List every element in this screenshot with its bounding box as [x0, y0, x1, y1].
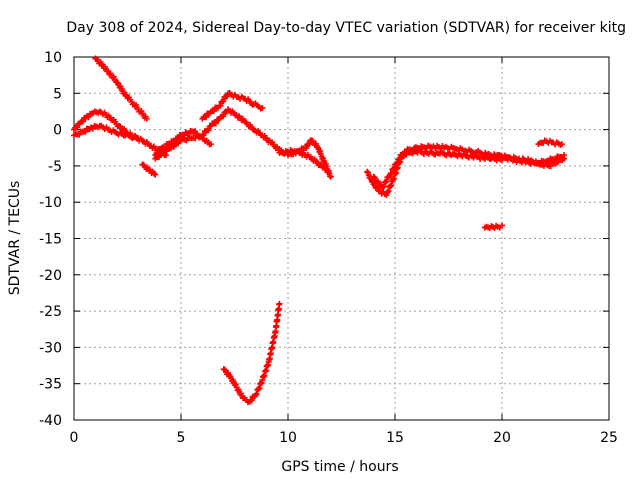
- series-track16: [481, 222, 505, 232]
- y-tick-label: 10: [44, 50, 62, 66]
- data-point: [306, 140, 313, 147]
- data-point: [259, 104, 266, 111]
- data-point: [558, 141, 565, 148]
- y-axis-label: SDTVAR / TECUs: [7, 181, 23, 296]
- data-point: [143, 115, 150, 122]
- data-point: [391, 165, 398, 172]
- series-track15: [535, 137, 565, 148]
- series-track4: [139, 161, 159, 178]
- data-point: [203, 114, 210, 121]
- data-point: [175, 140, 182, 147]
- series-track10: [220, 300, 283, 405]
- x-tick-label: 5: [177, 430, 186, 446]
- data-point: [248, 397, 255, 404]
- series-track7: [199, 90, 266, 122]
- data-point: [327, 173, 334, 180]
- data-point: [224, 93, 231, 100]
- data-point: [155, 154, 162, 161]
- data-point: [212, 120, 219, 127]
- y-tick-label: -10: [39, 195, 62, 211]
- data-point: [383, 178, 390, 185]
- y-tick-label: 5: [53, 86, 62, 102]
- y-tick-label: -20: [39, 268, 62, 284]
- data-point: [85, 114, 92, 121]
- series-track14: [490, 152, 568, 167]
- data-point: [364, 168, 371, 175]
- axes: 0 5 10 15 20 25 10 5 0 -5 -10 -15 -20 -25 -30 -35 -40: [39, 50, 618, 446]
- data-point: [152, 171, 159, 178]
- series-track9: [276, 147, 332, 176]
- data-point: [369, 178, 376, 185]
- x-tick-label: 25: [600, 430, 618, 446]
- data-point: [210, 108, 217, 115]
- data-point: [170, 143, 177, 150]
- series-track12: [370, 147, 505, 191]
- y-tick-label: -25: [39, 304, 62, 320]
- data-point: [325, 168, 332, 175]
- data-point: [499, 222, 505, 229]
- data-point: [561, 152, 568, 159]
- data-point: [276, 300, 283, 307]
- y-tick-label: -40: [39, 413, 62, 429]
- data-point: [370, 173, 377, 180]
- data-point: [217, 102, 224, 109]
- data-point: [380, 183, 387, 190]
- x-tick-label: 20: [493, 430, 511, 446]
- data-point: [303, 145, 310, 152]
- data-point: [163, 148, 170, 155]
- series-track1: [92, 55, 150, 122]
- data-point: [388, 170, 395, 177]
- grid: [74, 57, 609, 420]
- y-tick-label: -15: [39, 232, 62, 248]
- y-tick-label: 0: [53, 123, 62, 139]
- series-track6: [152, 106, 291, 162]
- data-point: [394, 160, 401, 167]
- data-point: [82, 128, 89, 135]
- data-points: [71, 55, 568, 405]
- data-point: [79, 118, 86, 125]
- data-point: [205, 127, 212, 134]
- x-tick-label: 15: [386, 430, 404, 446]
- y-tick-label: -35: [39, 377, 62, 393]
- data-point: [232, 381, 239, 388]
- x-tick-label: 10: [279, 430, 297, 446]
- x-tick-label: 0: [70, 430, 79, 446]
- data-point: [207, 141, 214, 148]
- data-point: [547, 163, 554, 170]
- y-tick-label: -5: [48, 159, 62, 175]
- data-point: [220, 98, 227, 105]
- data-point: [74, 124, 81, 131]
- data-point: [396, 155, 403, 162]
- data-point: [200, 132, 207, 139]
- y-tick-label: -30: [39, 340, 62, 356]
- chart-title: Day 308 of 2024, Sidereal Day-to-day VTE…: [66, 20, 626, 36]
- data-point: [76, 131, 83, 138]
- x-axis-label: GPS time / hours: [281, 459, 398, 475]
- data-point: [220, 113, 227, 120]
